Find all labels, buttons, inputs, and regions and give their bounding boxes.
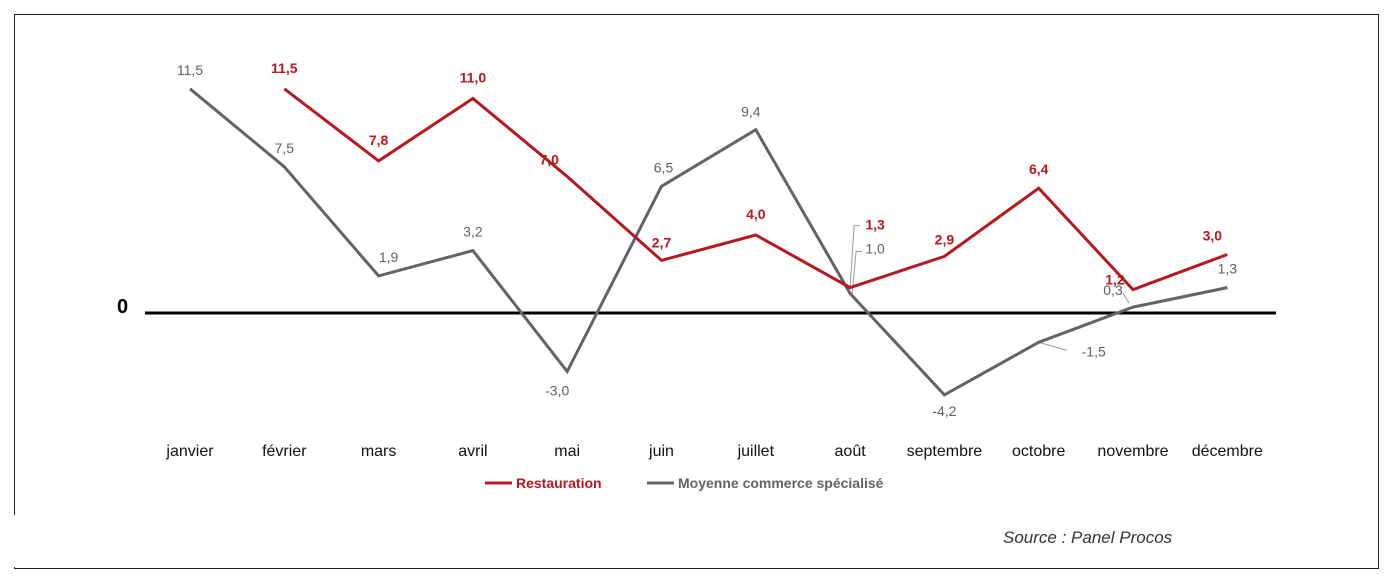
data-label: 7,8 [369,132,389,148]
category-label: février [262,443,307,460]
data-label: 11,0 [460,70,487,86]
data-label: 11,5 [271,60,298,76]
leader-lines [849,225,1130,351]
category-label: octobre [1012,443,1065,460]
data-label: -1,5 [1082,343,1106,359]
data-label: 9,4 [741,104,761,120]
data-label: 1,3 [1218,261,1238,277]
data-label: 11,5 [177,62,203,78]
data-label: 1,2 [1105,272,1125,288]
data-label: 2,7 [652,234,672,250]
data-label: 7,5 [275,140,295,156]
data-label: -4,2 [932,403,956,419]
category-label: juin [648,443,674,460]
data-label: 4,0 [746,206,766,222]
series-lines [189,87,1228,397]
data-label: 3,0 [1203,228,1223,244]
data-label: 1,0 [865,241,885,257]
data-label: 2,9 [935,231,955,247]
category-label: mai [554,443,580,460]
legend-label-restauration: Restauration [516,475,602,491]
source-note: Source : Panel Procos [1003,528,1173,547]
category-label: mars [361,443,397,460]
data-label: 3,2 [463,224,483,240]
data-label: 0,3 [1103,282,1123,298]
chart-frame [14,14,1379,569]
category-labels: janvier février mars avril mai juin juillet aoû… [165,443,1263,460]
data-label: -3,0 [545,383,569,399]
data-label: 6,4 [1029,161,1049,177]
category-label: juillet [737,443,775,460]
data-label: 6,5 [654,159,674,175]
category-label: novembre [1097,443,1168,460]
leader-line [1122,292,1130,304]
series-line-0 [283,87,1228,292]
leader-line [1038,341,1067,351]
zero-axis-label: 0 [117,296,129,318]
leader-line [849,225,861,288]
data-label: 7,0 [539,152,559,168]
category-label: septembre [907,443,983,460]
legend-label-moyenne: Moyenne commerce spécialisé [678,475,884,491]
category-label: janvier [165,443,214,460]
category-label: décembre [1192,443,1263,460]
category-label: août [835,443,867,460]
data-labels: 11,5 7,8 11,0 7,0 2,7 4,0 1,3 2,9 6,4 1,2 3,0 11,5 7… [177,60,1237,419]
series-line-1 [189,87,1228,397]
data-label: 1,3 [865,217,885,233]
category-label: avril [458,443,487,460]
legend: Restauration Moyenne commerce spécialisé [485,475,884,491]
frame-gap [12,515,17,567]
leader-line [851,251,863,294]
data-label: 1,9 [379,249,399,265]
